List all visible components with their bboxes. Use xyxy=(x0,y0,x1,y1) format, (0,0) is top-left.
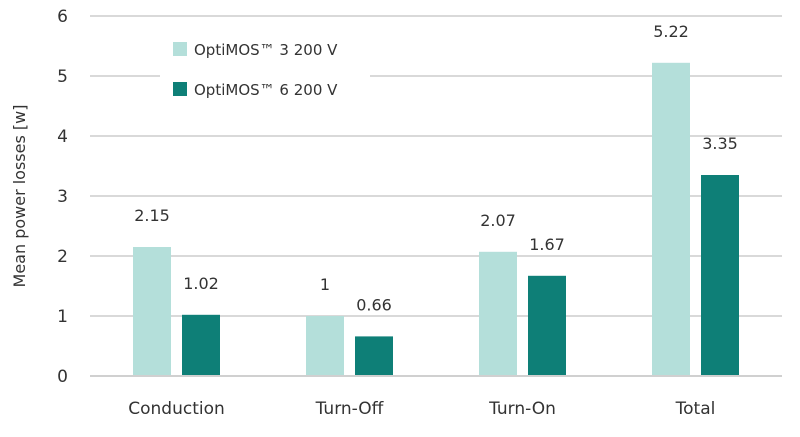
y-axis-title: Mean power losses [w] xyxy=(10,105,29,288)
legend-swatch xyxy=(173,42,187,56)
bars xyxy=(133,62,739,377)
legend-background xyxy=(160,30,370,106)
x-axis-categories: Conduction Turn-Off Turn-On Total xyxy=(128,399,715,419)
y-axis-ticks: 0 1 2 3 4 5 6 xyxy=(57,7,68,387)
bar xyxy=(355,336,393,376)
y-tick-label: 2 xyxy=(57,247,68,267)
bar xyxy=(652,62,690,377)
legend-label: OptiMOS™ 6 200 V xyxy=(194,81,338,99)
x-category-label: Turn-On xyxy=(488,399,556,419)
y-tick-label: 6 xyxy=(57,7,68,27)
data-label: 2.15 xyxy=(134,206,170,225)
bar xyxy=(182,314,220,376)
bar xyxy=(479,251,517,376)
data-label: 1.02 xyxy=(183,274,219,293)
legend-swatch xyxy=(173,82,187,96)
x-category-label: Conduction xyxy=(128,399,225,419)
data-label: 0.66 xyxy=(356,295,392,314)
legend: OptiMOS™ 3 200 V OptiMOS™ 6 200 V xyxy=(160,30,370,106)
bar xyxy=(701,175,739,376)
bar xyxy=(528,275,566,376)
bar xyxy=(133,247,171,376)
y-tick-label: 3 xyxy=(57,187,68,207)
data-label: 1.67 xyxy=(529,235,565,254)
data-label: 2.07 xyxy=(480,211,516,230)
x-category-label: Turn-Off xyxy=(315,399,385,419)
data-label: 1 xyxy=(320,275,330,294)
y-tick-label: 0 xyxy=(57,367,68,387)
bar xyxy=(306,316,344,376)
data-label: 3.35 xyxy=(702,134,738,153)
x-category-label: Total xyxy=(675,399,716,419)
legend-label: OptiMOS™ 3 200 V xyxy=(194,41,338,59)
data-label: 5.22 xyxy=(653,22,689,41)
y-tick-label: 1 xyxy=(57,307,68,327)
data-labels: 2.15 1.02 1 0.66 2.07 1.67 5.22 3.35 xyxy=(134,22,738,315)
y-tick-label: 5 xyxy=(57,67,68,87)
y-tick-label: 4 xyxy=(57,127,68,147)
